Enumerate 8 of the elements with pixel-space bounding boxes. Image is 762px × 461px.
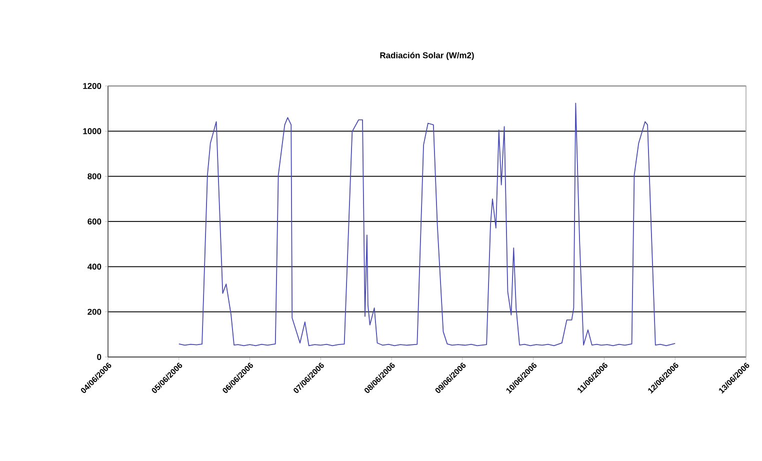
chart-title: Radiación Solar (W/m2) [380,52,474,60]
y-tick-label: 600 [88,218,102,224]
y-tick-label: 400 [87,264,102,270]
y-tick-label: 200 [88,308,102,315]
y-tick-label: 1200 [83,82,102,89]
y-tick-label: 0 [97,354,102,360]
y-tick-label: 1000 [83,128,102,134]
y-tick-label: 800 [88,173,102,180]
